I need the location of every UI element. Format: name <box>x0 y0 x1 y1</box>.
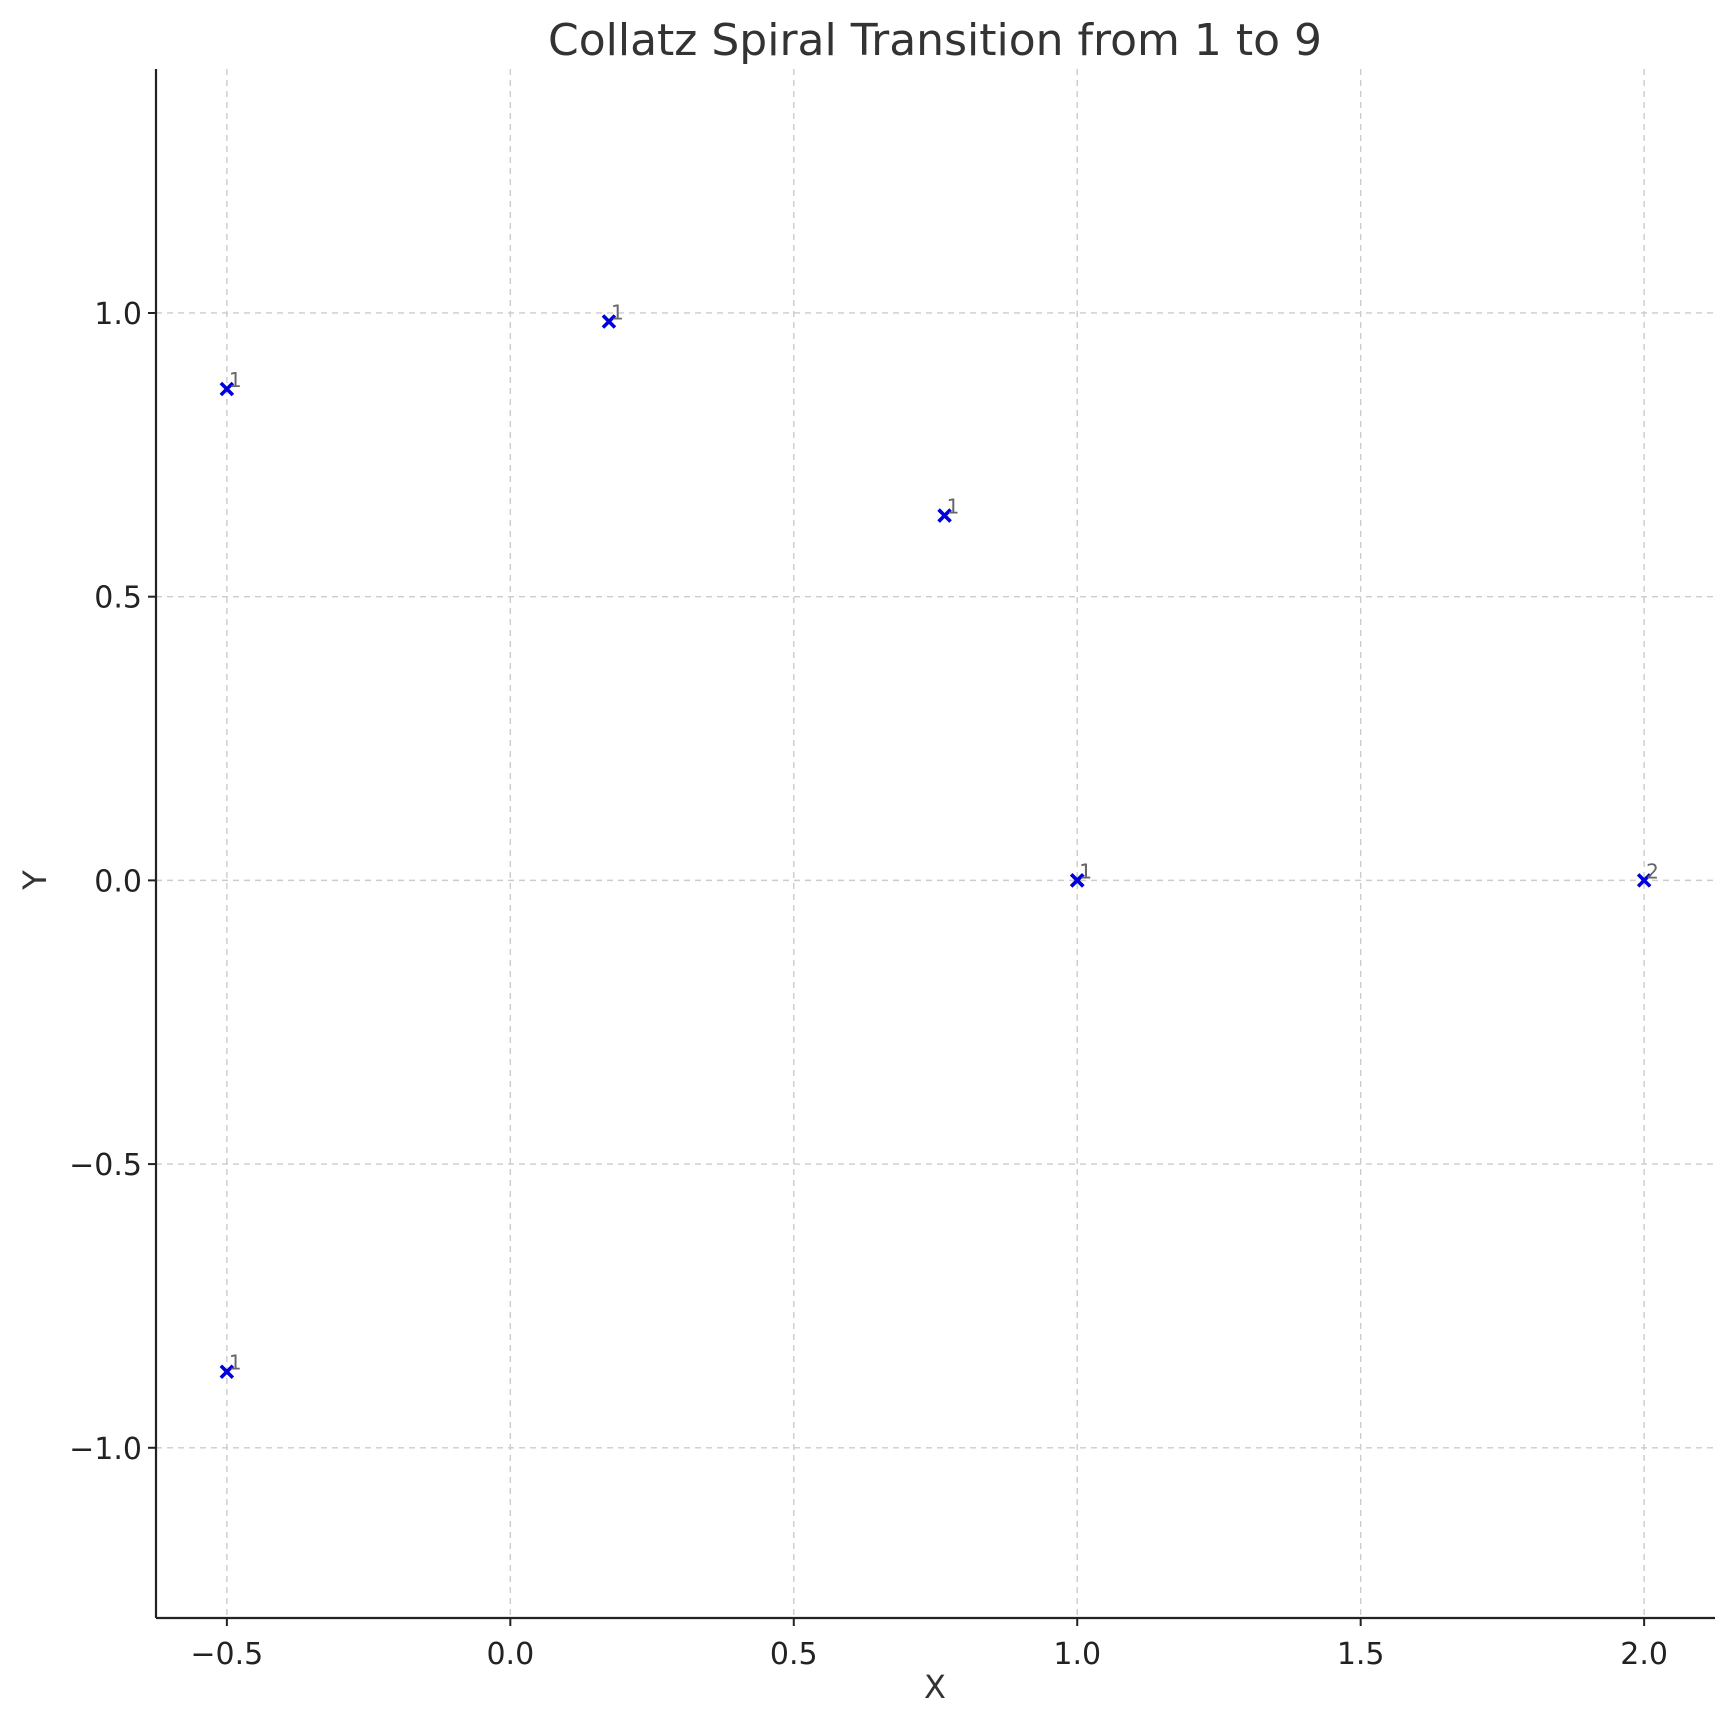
y-tick-label: 1.0 <box>94 297 142 332</box>
data-point: 1 <box>937 495 960 523</box>
data-point: 1 <box>1069 859 1092 888</box>
point-label: 1 <box>229 1351 242 1375</box>
x-tick-label: 2.0 <box>1620 1637 1668 1672</box>
point-label: 1 <box>229 368 242 392</box>
grid-lines <box>156 69 1715 1618</box>
point-label: 1 <box>947 495 960 519</box>
y-tick-label: 0.5 <box>94 581 142 616</box>
point-label: 1 <box>1079 859 1092 883</box>
y-axis-ticks: −1.0 −0.5 0.0 0.5 1.0 <box>69 297 156 1467</box>
point-label: 1 <box>611 300 624 324</box>
y-axis-label: Y <box>16 870 54 891</box>
data-point: 1 <box>219 1351 242 1380</box>
data-point: 2 <box>1636 859 1659 888</box>
x-axis-label: X <box>924 1668 946 1706</box>
data-point: 1 <box>601 300 624 329</box>
x-marker-stroke <box>1636 873 1652 888</box>
x-marker-stroke <box>937 508 952 523</box>
x-tick-label: 0.5 <box>770 1637 818 1672</box>
y-tick-label: −1.0 <box>69 1432 142 1467</box>
x-marker-stroke <box>1069 873 1085 888</box>
x-tick-label: 1.5 <box>1337 1637 1385 1672</box>
y-tick-label: 0.0 <box>94 864 142 899</box>
axis-spines <box>154 69 1715 1620</box>
x-axis-ticks: −0.5 0.0 0.5 1.0 1.5 2.0 <box>190 1618 1668 1672</box>
x-tick-label: 1.0 <box>1053 1637 1101 1672</box>
y-tick-label: −0.5 <box>69 1148 142 1183</box>
chart-title: Collatz Spiral Transition from 1 to 9 <box>548 15 1322 66</box>
x-marker-stroke <box>601 314 617 329</box>
x-marker-stroke <box>219 1364 235 1380</box>
data-point: 1 <box>219 368 242 397</box>
x-tick-label: 0.0 <box>486 1637 534 1672</box>
x-tick-label: −0.5 <box>190 1637 263 1672</box>
x-marker-stroke <box>219 381 235 397</box>
point-label: 2 <box>1646 859 1659 883</box>
